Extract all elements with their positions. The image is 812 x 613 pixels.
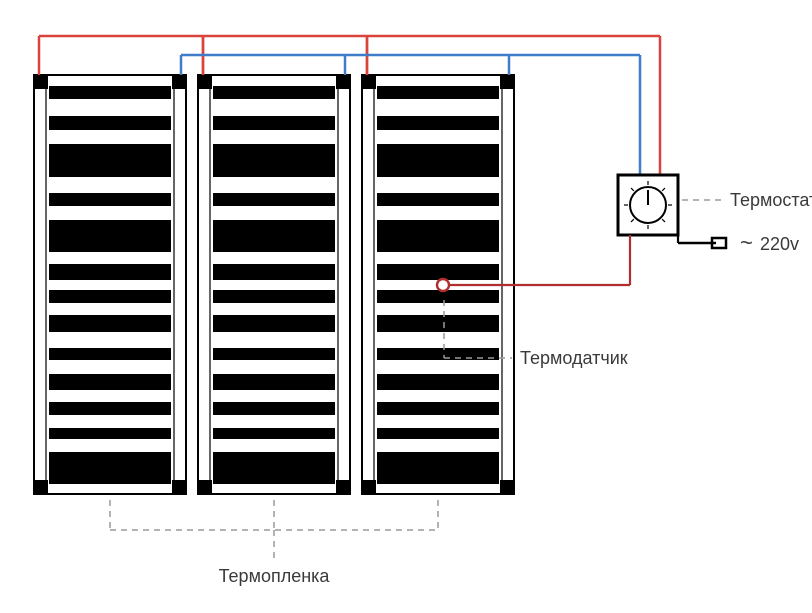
thermostat — [618, 175, 678, 235]
sensor-label: Термодатчик — [520, 348, 628, 368]
wiring-diagram: ~220v Термостат Термодатчик Термопленка — [0, 0, 812, 613]
mains: ~220v — [678, 227, 799, 255]
film-label: Термопленка — [219, 566, 331, 586]
mains-voltage-label: 220v — [760, 234, 799, 254]
tilde-symbol: ~ — [740, 230, 753, 255]
thermostat-label: Термостат — [730, 190, 812, 210]
heating-panel — [198, 75, 350, 494]
heating-panel — [34, 75, 186, 494]
